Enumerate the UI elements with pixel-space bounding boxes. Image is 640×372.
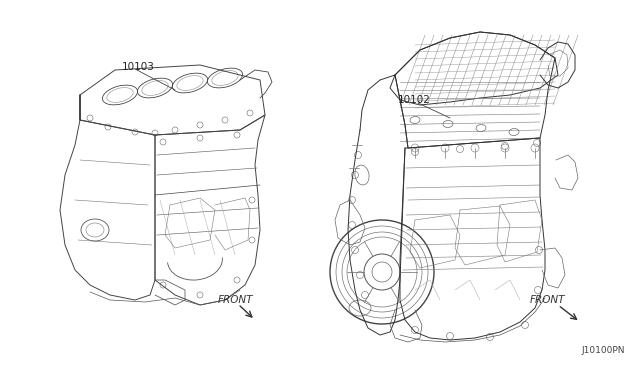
Text: FRONT: FRONT	[218, 295, 253, 305]
Text: FRONT: FRONT	[530, 295, 566, 305]
Text: 10102: 10102	[398, 95, 431, 105]
Text: 10103: 10103	[122, 62, 155, 72]
Text: J10100PN: J10100PN	[582, 346, 625, 355]
